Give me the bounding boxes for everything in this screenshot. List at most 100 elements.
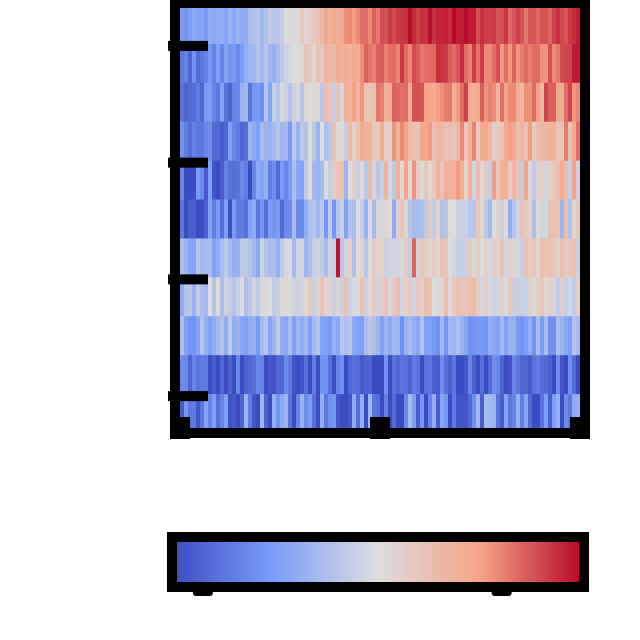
heatmap-cell [224,82,229,123]
heatmap-cell [484,394,489,434]
heatmap-cell [328,277,333,317]
heatmap-cell [492,121,497,162]
heatmap-cell [432,121,437,162]
heatmap-cell [460,394,465,434]
heatmap-cell [288,238,293,278]
heatmap-cell [576,82,581,123]
heatmap-cell [248,238,253,278]
heatmap-cell [224,238,229,278]
heatmap-cell [272,82,277,123]
heatmap-cell [520,43,525,84]
heatmap-cell [336,355,341,395]
heatmap-cell [560,355,565,395]
heatmap-cell [532,5,537,45]
heatmap-cell [484,355,489,395]
heatmap-cell [552,394,557,434]
heatmap-cell [540,277,545,317]
heatmap-cell [316,394,321,434]
heatmap-cell [568,394,573,434]
heatmap-cell [196,316,201,356]
heatmap-cell [332,43,337,84]
heatmap-cell [532,199,537,240]
heatmap-cell [324,199,329,240]
heatmap-cell [240,82,245,123]
heatmap-cell [448,316,453,356]
heatmap-cell [456,316,461,356]
heatmap-cell [316,43,321,84]
heatmap-cell [300,43,305,84]
heatmap-cell [552,121,557,162]
heatmap-cell [468,5,473,45]
heatmap-cell [420,277,425,317]
heatmap-cell [536,355,541,395]
heatmap-cell [512,121,517,162]
heatmap-cell [540,394,545,434]
heatmap-cell [216,394,221,434]
heatmap-cell [244,5,249,45]
heatmap-cell [416,316,421,356]
heatmap-cell [240,121,245,162]
heatmap-cell [444,5,449,45]
heatmap-cell [416,82,421,123]
heatmap-cell [452,394,457,434]
heatmap-cell [220,316,225,356]
heatmap-cell [184,355,189,395]
heatmap-cell [288,199,293,240]
heatmap-cell [412,316,417,356]
colorbar-tick [192,589,213,596]
heatmap-cell [508,5,513,45]
heatmap-cell [316,199,321,240]
heatmap-cell [244,121,249,162]
heatmap-cell [272,394,277,434]
heatmap-cell [192,199,197,240]
heatmap-cell [340,394,345,434]
x-axis-tick [170,417,190,439]
heatmap-cell [260,160,265,201]
heatmap-cell [280,82,285,123]
heatmap-cell [376,277,381,317]
heatmap-cell [312,277,317,317]
heatmap-cell [344,160,349,201]
heatmap-cell [372,121,377,162]
heatmap-cell [408,238,413,278]
heatmap-cell [564,277,569,317]
heatmap-cell [372,199,377,240]
heatmap-cell [260,121,265,162]
heatmap-cell [460,5,465,45]
heatmap-cell [556,316,561,356]
heatmap-cell [520,355,525,395]
heatmap-cell [280,238,285,278]
heatmap-cell [292,355,297,395]
heatmap-cell [536,5,541,45]
heatmap-cell [400,199,405,240]
heatmap-cell [444,238,449,278]
heatmap-cell [268,199,273,240]
heatmap-cell [492,394,497,434]
heatmap-cell [376,316,381,356]
heatmap-cell [564,43,569,84]
heatmap-cell [396,277,401,317]
heatmap-cell [428,394,433,434]
heatmap-cell [212,5,217,45]
heatmap-cell [576,121,581,162]
heatmap-cell [368,160,373,201]
heatmap-cell [272,160,277,201]
heatmap-cell [196,238,201,278]
heatmap-cell [312,316,317,356]
heatmap-cell [572,355,577,395]
heatmap-cell [480,277,485,317]
heatmap-cell [492,199,497,240]
heatmap-cell [256,82,261,123]
heatmap-cell [248,5,253,45]
heatmap-cell [564,160,569,201]
heatmap-cell [528,199,533,240]
heatmap-cell [288,121,293,162]
heatmap-cell [228,5,233,45]
heatmap-cell [548,160,553,201]
heatmap-cell [228,394,233,434]
heatmap-cell [552,277,557,317]
heatmap-cell [568,5,573,45]
heatmap-cell [556,238,561,278]
heatmap-cell [540,82,545,123]
heatmap-cell [276,121,281,162]
